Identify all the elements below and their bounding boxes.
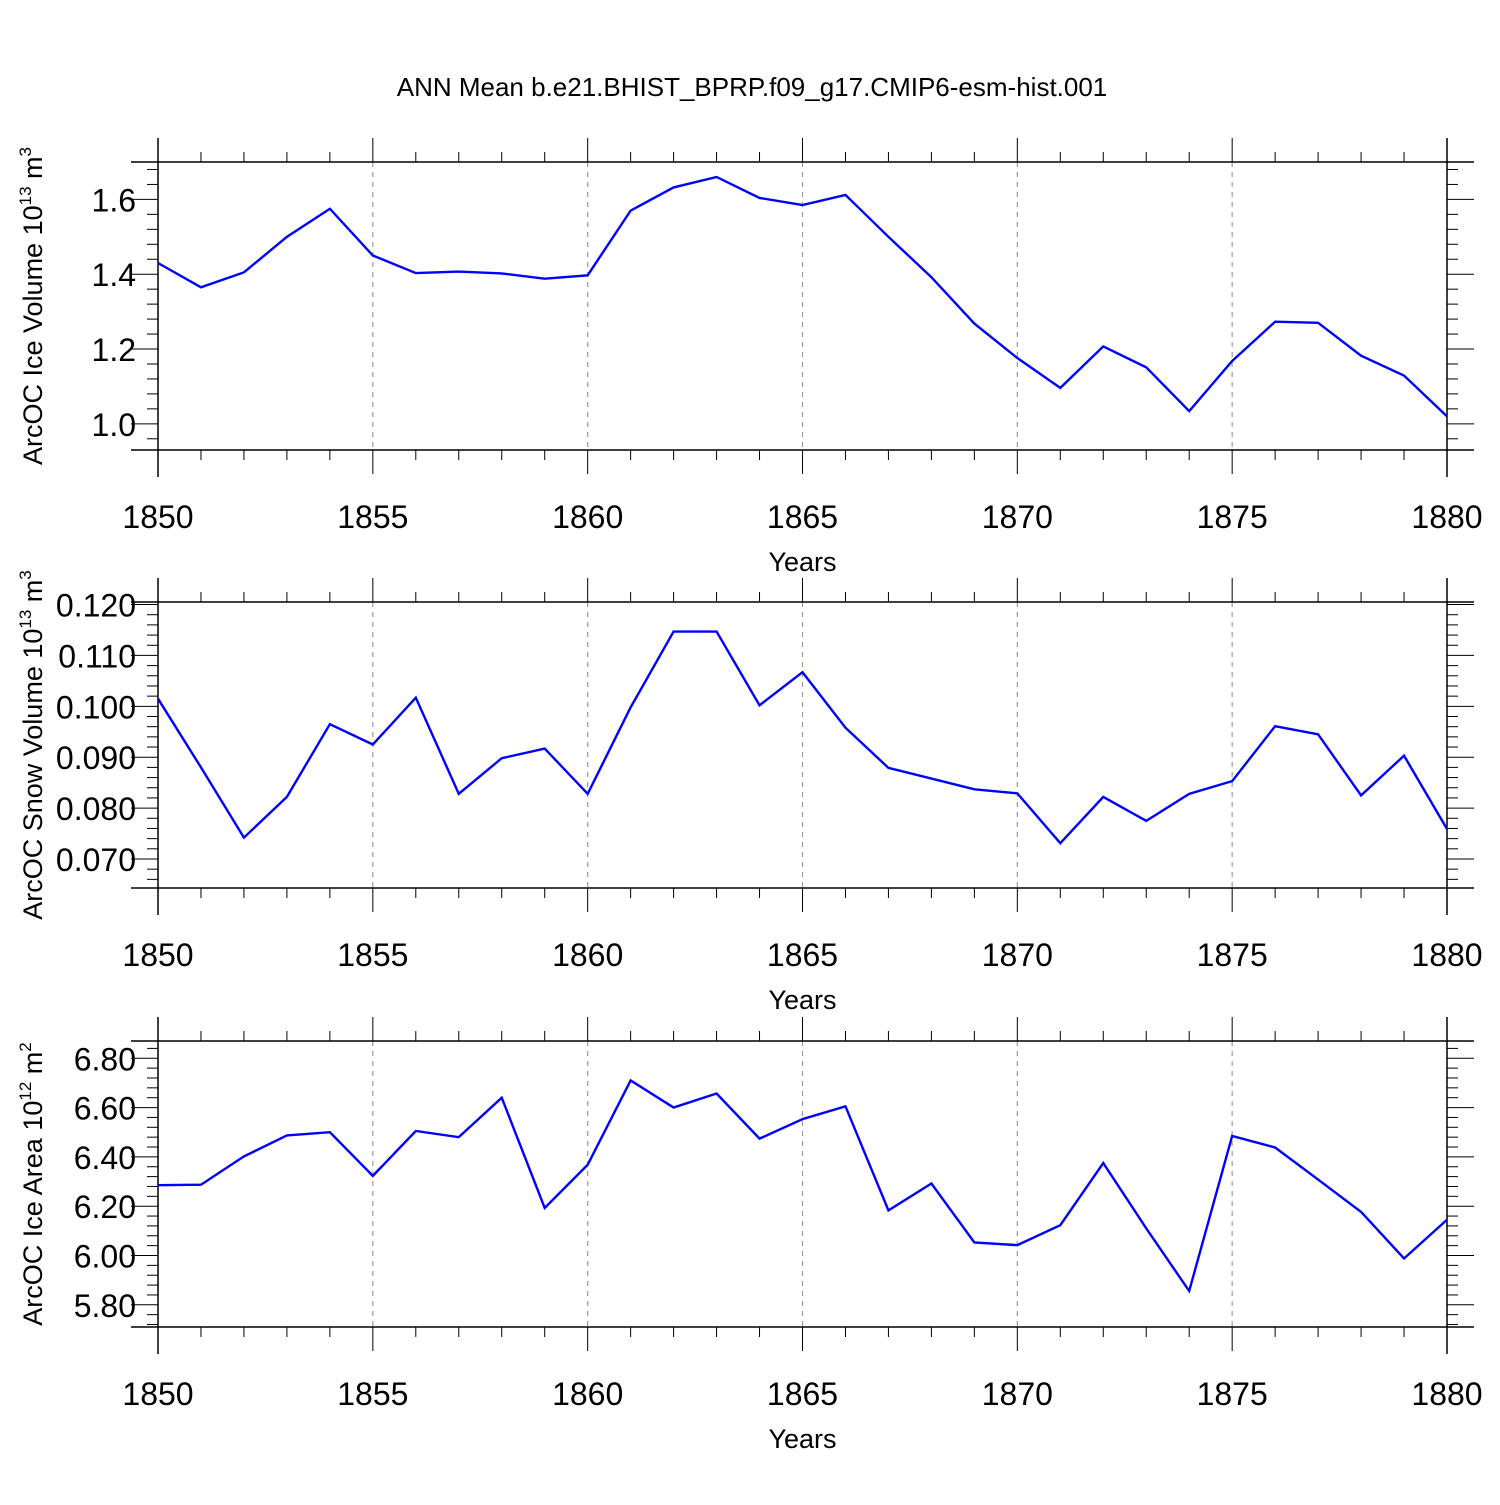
panel-2-xtick-label-1850: 1850	[122, 937, 193, 973]
panel-1-ytick-label-1.2: 1.2	[92, 332, 136, 368]
panel-3-xtick-label-1850: 1850	[122, 1376, 193, 1412]
panel-2-ytick-label-0.100: 0.100	[56, 689, 136, 725]
panel-3-xtick-label-1855: 1855	[337, 1376, 408, 1412]
panel-2-xtick-label-1875: 1875	[1197, 937, 1268, 973]
panel-3-xtick-label-1880: 1880	[1411, 1376, 1482, 1412]
panel-2-xtick-label-1870: 1870	[982, 937, 1053, 973]
panel-3-xlabel: Years	[768, 1424, 836, 1454]
panel-2-ytick-label-0.120: 0.120	[56, 588, 136, 624]
panel-3-ytick-label-5.80: 5.80	[74, 1288, 136, 1324]
panel-3-xtick-label-1870: 1870	[982, 1376, 1053, 1412]
panel-3-xtick-label-1875: 1875	[1197, 1376, 1268, 1412]
chart-title: ANN Mean b.e21.BHIST_BPRP.f09_g17.CMIP6-…	[397, 72, 1108, 102]
panel-3-ytick-label-6.20: 6.20	[74, 1189, 136, 1225]
panel-1-xtick-label-1855: 1855	[337, 499, 408, 535]
panel-2-xtick-label-1855: 1855	[337, 937, 408, 973]
panel-2-ytick-label-0.080: 0.080	[56, 791, 136, 827]
panel-3-ytick-label-6.40: 6.40	[74, 1140, 136, 1176]
panel-1-xtick-label-1870: 1870	[982, 499, 1053, 535]
panel-1-ytick-label-1.6: 1.6	[92, 182, 136, 218]
panel-3-xtick-label-1860: 1860	[552, 1376, 623, 1412]
panel-2-xtick-label-1860: 1860	[552, 937, 623, 973]
panel-3-ytick-label-6.80: 6.80	[74, 1041, 136, 1077]
panel-2-xlabel: Years	[768, 985, 836, 1015]
panel-1-ytick-label-1.0: 1.0	[92, 407, 136, 443]
panel-1-xlabel: Years	[768, 547, 836, 577]
panel-2-ytick-label-0.090: 0.090	[56, 740, 136, 776]
panel-3-ytick-label-6.60: 6.60	[74, 1091, 136, 1127]
panel-1-xtick-label-1865: 1865	[767, 499, 838, 535]
panel-1-xtick-label-1875: 1875	[1197, 499, 1268, 535]
panel-2-ytick-label-0.110: 0.110	[58, 638, 136, 674]
panel-2-xtick-label-1865: 1865	[767, 937, 838, 973]
panel-3-xtick-label-1865: 1865	[767, 1376, 838, 1412]
panel-1-xtick-label-1850: 1850	[122, 499, 193, 535]
panel-1-xtick-label-1880: 1880	[1411, 499, 1482, 535]
panel-1-ytick-label-1.4: 1.4	[92, 257, 136, 293]
panel-2-xtick-label-1880: 1880	[1411, 937, 1482, 973]
panel-3-ytick-label-6.00: 6.00	[74, 1239, 136, 1275]
panel-1-xtick-label-1860: 1860	[552, 499, 623, 535]
panel-2-ytick-label-0.070: 0.070	[56, 842, 136, 878]
